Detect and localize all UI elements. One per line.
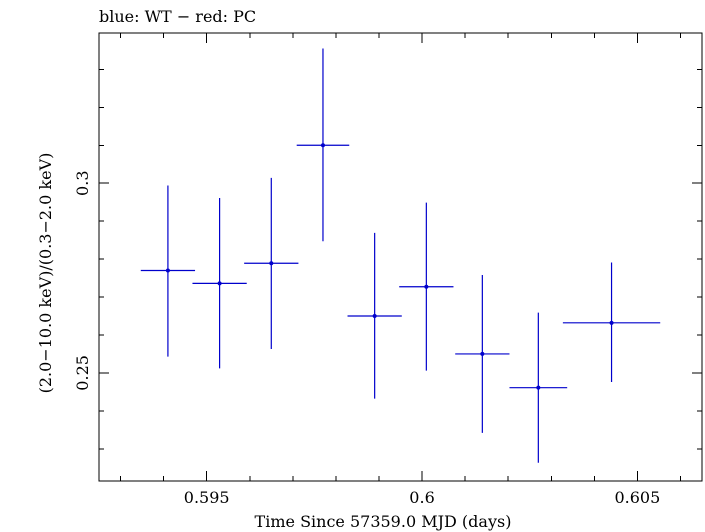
data-series-layer xyxy=(140,48,661,463)
point-marker xyxy=(480,351,485,356)
point-marker xyxy=(609,320,614,325)
data-point xyxy=(455,275,510,433)
data-point xyxy=(347,232,402,399)
plot-frame xyxy=(98,32,703,482)
x-axis-ticks xyxy=(120,33,681,481)
data-point xyxy=(562,262,661,382)
x-tick-label: 0.6 xyxy=(409,488,434,507)
y-axis-tick-labels: 0.25 0.3 xyxy=(73,170,92,390)
data-point xyxy=(244,177,299,349)
data-point xyxy=(509,312,568,463)
point-marker xyxy=(165,268,170,273)
x-tick-label: 0.595 xyxy=(184,488,230,507)
y-axis-label: (2.0−10.0 keV)/(0.3−2.0 keV) xyxy=(36,153,55,394)
point-marker xyxy=(320,143,325,148)
point-marker xyxy=(424,284,429,289)
y-axis-ticks xyxy=(99,68,702,450)
point-marker xyxy=(536,385,541,390)
point-marker xyxy=(217,281,222,286)
data-point xyxy=(399,202,454,371)
y-tick-label: 0.3 xyxy=(73,170,92,195)
x-axis-tick-labels: 0.595 0.6 0.605 xyxy=(184,488,661,507)
x-tick-label: 0.605 xyxy=(614,488,660,507)
data-point xyxy=(140,185,196,357)
chart-title: blue: WT − red: PC xyxy=(99,7,256,26)
point-marker xyxy=(269,261,274,266)
data-point xyxy=(192,198,247,369)
x-axis-label: Time Since 57359.0 MJD (days) xyxy=(255,512,512,531)
data-point xyxy=(296,48,350,242)
y-tick-label: 0.25 xyxy=(73,355,92,391)
point-marker xyxy=(372,313,377,318)
